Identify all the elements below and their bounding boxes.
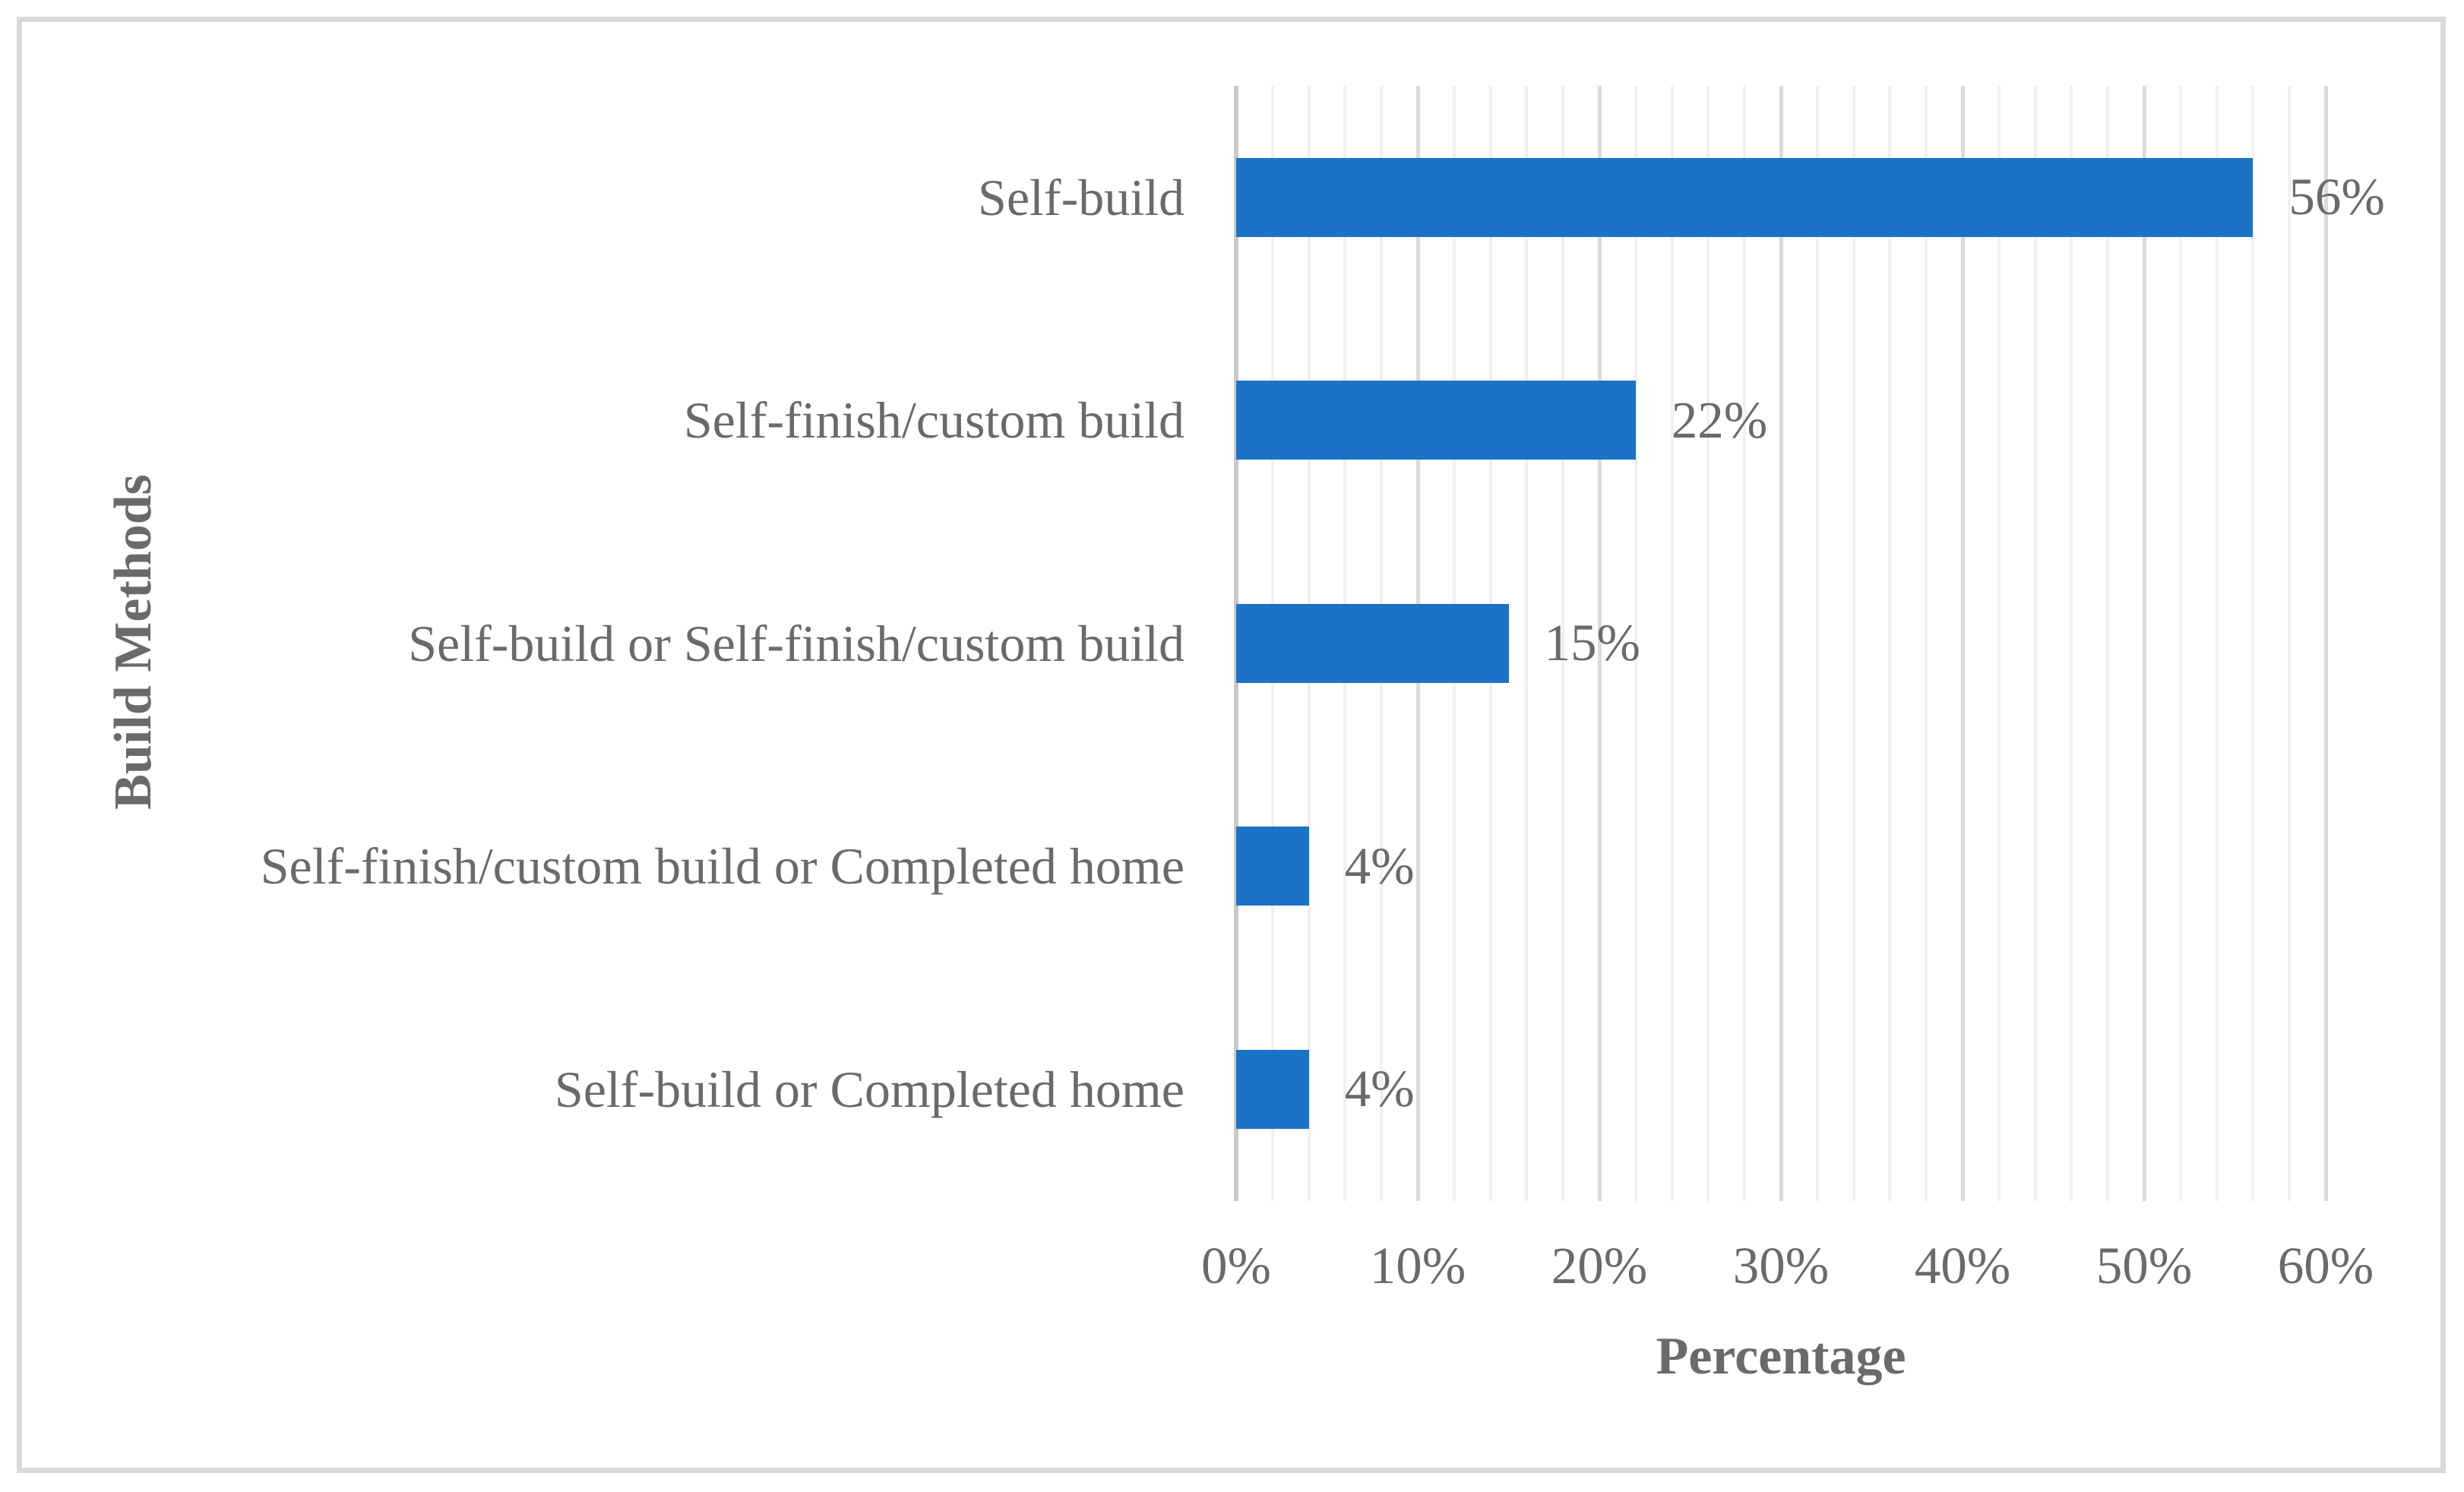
x-axis-title: Percentage bbox=[1656, 1327, 1906, 1386]
x-tick-label: 30% bbox=[1732, 1237, 1830, 1294]
bar bbox=[1236, 603, 1509, 683]
gridline-minor bbox=[1997, 86, 2001, 1201]
gridline-minor bbox=[2070, 86, 2073, 1201]
value-label: 15% bbox=[1544, 614, 1640, 672]
gridline-minor bbox=[1634, 86, 1637, 1201]
gridline-minor bbox=[1561, 86, 1565, 1201]
gridline-minor bbox=[2251, 86, 2255, 1201]
gridline-minor bbox=[1670, 86, 1674, 1201]
bar bbox=[1236, 381, 1636, 460]
gridline-major bbox=[2323, 86, 2328, 1201]
x-tick-label: 40% bbox=[1914, 1237, 2011, 1294]
bar bbox=[1236, 827, 1309, 906]
gridline-major bbox=[1779, 86, 1783, 1201]
bar bbox=[1236, 1049, 1309, 1129]
gridline-minor bbox=[2288, 86, 2292, 1201]
gridline-minor bbox=[1525, 86, 1529, 1201]
value-label: 4% bbox=[1344, 836, 1415, 895]
x-tick-label: 20% bbox=[1551, 1237, 1648, 1294]
plot-area bbox=[1234, 86, 2328, 1201]
gridline-minor bbox=[1815, 86, 1819, 1201]
value-label: 4% bbox=[1344, 1060, 1415, 1118]
category-label: Self-build or Self-finish/custom build bbox=[408, 614, 1185, 672]
category-label: Self-build or Completed home bbox=[554, 1060, 1185, 1118]
figure-frame bbox=[17, 17, 2446, 1473]
gridline-major bbox=[2142, 86, 2146, 1201]
gridline-major bbox=[1960, 86, 1965, 1201]
category-label: Self-build bbox=[978, 168, 1185, 226]
gridline-major bbox=[1597, 86, 1602, 1201]
x-tick-label: 10% bbox=[1369, 1237, 1466, 1294]
gridline-minor bbox=[1888, 86, 1892, 1201]
gridline-minor bbox=[2106, 86, 2110, 1201]
value-label: 56% bbox=[2288, 168, 2385, 226]
gridline-minor bbox=[2033, 86, 2037, 1201]
category-label: Self-finish/custom build or Completed ho… bbox=[260, 837, 1185, 896]
bar bbox=[1236, 157, 2254, 237]
gridline-minor bbox=[1925, 86, 1928, 1201]
x-tick-label: 60% bbox=[2277, 1237, 2374, 1294]
gridline-minor bbox=[1852, 86, 1855, 1201]
gridline-minor bbox=[2215, 86, 2219, 1201]
category-label: Self-finish/custom build bbox=[683, 391, 1185, 450]
gridline-minor bbox=[1706, 86, 1710, 1201]
value-label: 22% bbox=[1671, 390, 1768, 449]
x-tick-label: 0% bbox=[1201, 1237, 1271, 1294]
x-tick-label: 50% bbox=[2096, 1237, 2193, 1294]
gridline-minor bbox=[1743, 86, 1747, 1201]
gridline-minor bbox=[2178, 86, 2182, 1201]
